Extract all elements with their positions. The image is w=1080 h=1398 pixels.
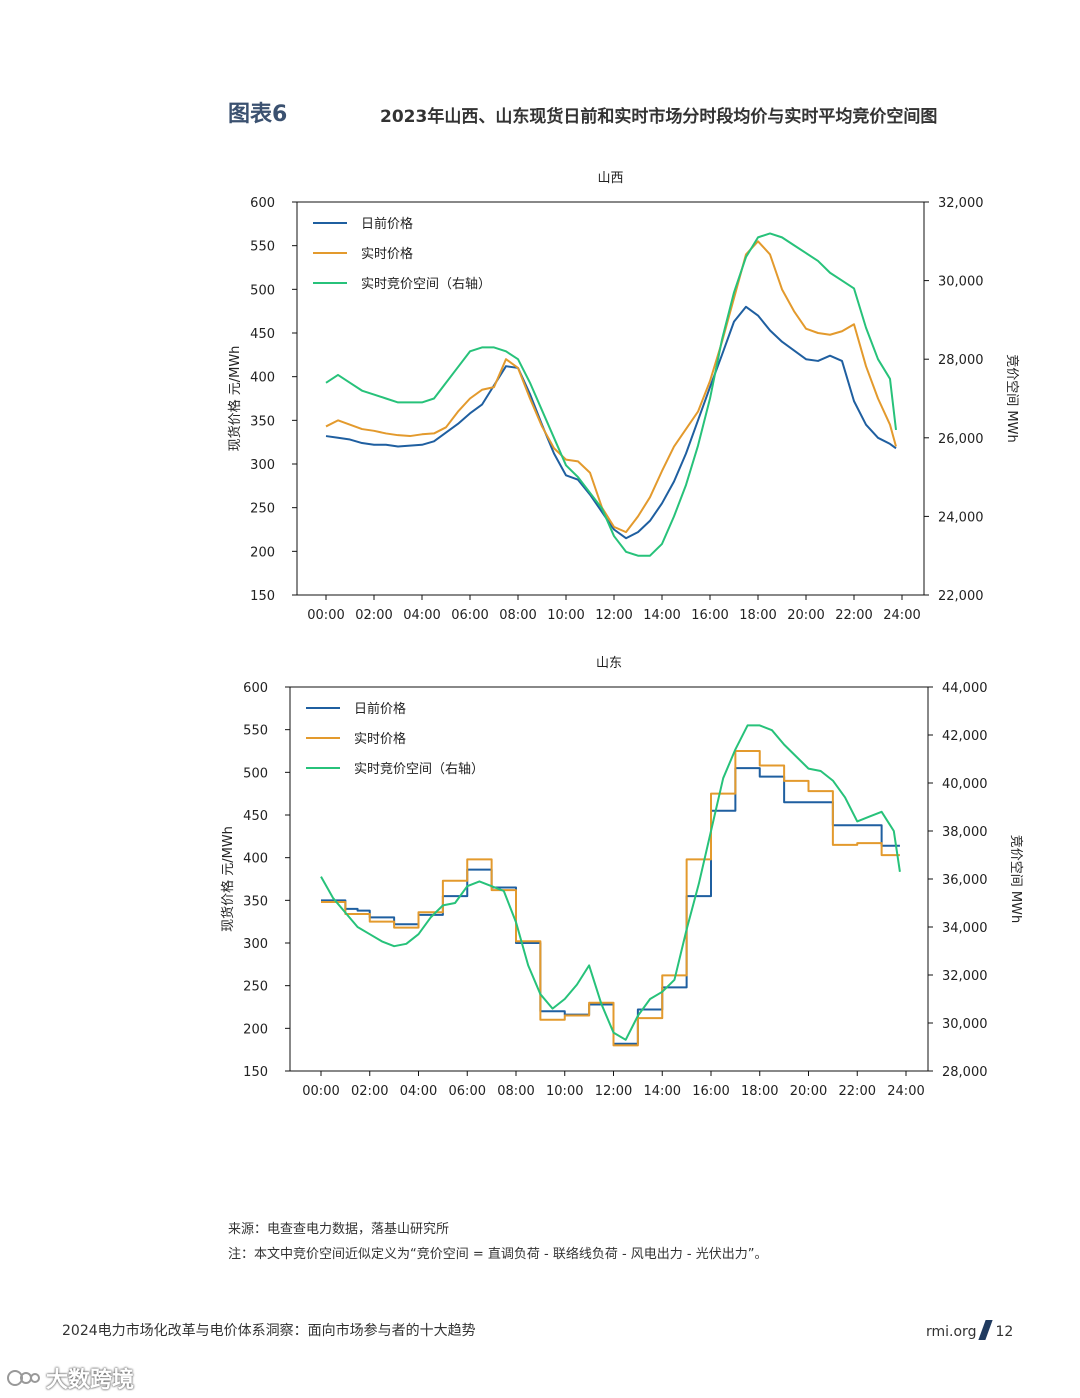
y2-tick-label: 24,000 <box>938 510 984 525</box>
chart-title: 山西 <box>597 171 623 186</box>
x-tick-label: 16:00 <box>692 1084 729 1099</box>
y-tick-label: 250 <box>250 502 275 517</box>
x-tick-label: 06:00 <box>449 1084 486 1099</box>
x-tick-label: 10:00 <box>547 608 584 623</box>
y2-tick-label: 28,000 <box>942 1065 988 1080</box>
y2-tick-label: 38,000 <box>942 825 988 840</box>
x-tick-label: 08:00 <box>497 1084 534 1099</box>
footer-right: rmi.org 12 <box>926 1320 1013 1340</box>
x-tick-label: 22:00 <box>835 608 872 623</box>
y2-tick-label: 32,000 <box>938 196 984 211</box>
y2-tick-label: 28,000 <box>938 353 984 368</box>
figure-label: 图表6 <box>228 102 288 127</box>
x-tick-label: 12:00 <box>595 1084 632 1099</box>
y2-axis-label: 竞价空间 MWh <box>1008 835 1024 923</box>
legend-label-day_ahead: 日前价格 <box>354 701 406 717</box>
x-tick-label: 14:00 <box>643 608 680 623</box>
x-tick-label: 08:00 <box>499 608 536 623</box>
site-link[interactable]: rmi.org <box>926 1324 977 1340</box>
y-tick-label: 400 <box>250 371 275 386</box>
series-line-day_ahead <box>325 305 897 540</box>
x-tick-label: 04:00 <box>400 1084 437 1099</box>
y-tick-label: 150 <box>243 1065 268 1080</box>
y2-axis-label: 竞价空间 MWh <box>1004 354 1020 442</box>
x-tick-label: 18:00 <box>741 1084 778 1099</box>
y2-tick-label: 40,000 <box>942 777 988 792</box>
x-tick-label: 14:00 <box>644 1084 681 1099</box>
x-tick-label: 12:00 <box>595 608 632 623</box>
slash-divider <box>978 1320 994 1340</box>
y2-tick-label: 26,000 <box>938 432 984 447</box>
y-tick-label: 450 <box>250 327 275 342</box>
y-tick-label: 400 <box>243 852 268 867</box>
y-tick-label: 300 <box>243 937 268 952</box>
chart-shanxi: 山西 600 550 500 450 400 350 300 250 200 150 32,000 30… <box>227 171 1020 623</box>
series-line-real_time <box>321 750 900 1047</box>
x-tick-label: 16:00 <box>691 608 728 623</box>
x-tick-label: 20:00 <box>790 1084 827 1099</box>
series-line-bidding_space <box>325 232 897 557</box>
y2-tick-label: 42,000 <box>942 729 988 744</box>
y-tick-label: 600 <box>243 681 268 696</box>
y-axis-label: 现货价格 元/MWh <box>220 826 236 932</box>
y-axis-label: 现货价格 元/MWh <box>227 346 243 452</box>
plot-frame <box>296 201 925 596</box>
x-tick-label: 00:00 <box>302 1084 339 1099</box>
x-tick-label: 24:00 <box>887 1084 924 1099</box>
page-number: 12 <box>995 1324 1014 1340</box>
legend-label-real_time: 实时价格 <box>361 246 413 262</box>
legend-label-real_time: 实时价格 <box>354 731 406 747</box>
legend-label-bidding_space: 实时竞价空间（右轴） <box>361 276 491 292</box>
y-tick-label: 550 <box>250 240 275 255</box>
y-tick-label: 200 <box>250 545 275 560</box>
x-tick-label: 24:00 <box>883 608 920 623</box>
chart-title: 山东 <box>596 656 622 671</box>
y2-tick-label: 30,000 <box>938 275 984 290</box>
y2-tick-label: 44,000 <box>942 681 988 696</box>
y-tick-label: 300 <box>250 458 275 473</box>
watermark-logo-icon <box>7 1370 40 1386</box>
y-tick-label: 250 <box>243 980 268 995</box>
y2-tick-label: 32,000 <box>942 969 988 984</box>
source-line: 来源：电查查电力数据，落基山研究所 <box>228 1222 450 1237</box>
y2-tick-label: 30,000 <box>942 1017 988 1032</box>
x-tick-label: 20:00 <box>787 608 824 623</box>
y2-tick-label: 22,000 <box>938 589 984 604</box>
y-tick-label: 350 <box>243 894 268 909</box>
y-tick-label: 150 <box>250 589 275 604</box>
report-title: 2024电力市场化改革与电价体系洞察：面向市场参与者的十大趋势 <box>62 1323 476 1339</box>
y-tick-label: 200 <box>243 1022 268 1037</box>
figure-title: 2023年山西、山东现货日前和实时市场分时段均价与实时平均竞价空间图 <box>380 107 938 127</box>
series-line-real_time <box>325 240 897 534</box>
x-tick-label: 22:00 <box>839 1084 876 1099</box>
legend-label-bidding_space: 实时竞价空间（右轴） <box>354 761 484 777</box>
watermark-text: 大数跨境 <box>46 1368 135 1393</box>
legend-label-day_ahead: 日前价格 <box>361 216 413 232</box>
note-line: 注：本文中竞价空间近似定义为“竞价空间 = 直调负荷 - 联络线负荷 - 风电出… <box>228 1247 768 1262</box>
y-tick-label: 450 <box>243 809 268 824</box>
x-tick-label: 10:00 <box>546 1084 583 1099</box>
y2-tick-label: 36,000 <box>942 873 988 888</box>
x-tick-label: 18:00 <box>739 608 776 623</box>
x-tick-label: 04:00 <box>403 608 440 623</box>
y2-tick-label: 34,000 <box>942 921 988 936</box>
chart-shandong: 山东 600 550 500 450 400 350 300 250 200 150 44,000 42… <box>220 656 1024 1099</box>
y-tick-label: 550 <box>243 724 268 739</box>
x-tick-label: 00:00 <box>307 608 344 623</box>
x-tick-label: 02:00 <box>355 608 392 623</box>
y-tick-label: 500 <box>250 283 275 298</box>
y-tick-label: 500 <box>243 766 268 781</box>
y-tick-label: 600 <box>250 196 275 211</box>
x-tick-label: 06:00 <box>451 608 488 623</box>
x-tick-label: 02:00 <box>351 1084 388 1099</box>
series-line-bidding_space <box>320 724 901 1041</box>
y-tick-label: 350 <box>250 414 275 429</box>
